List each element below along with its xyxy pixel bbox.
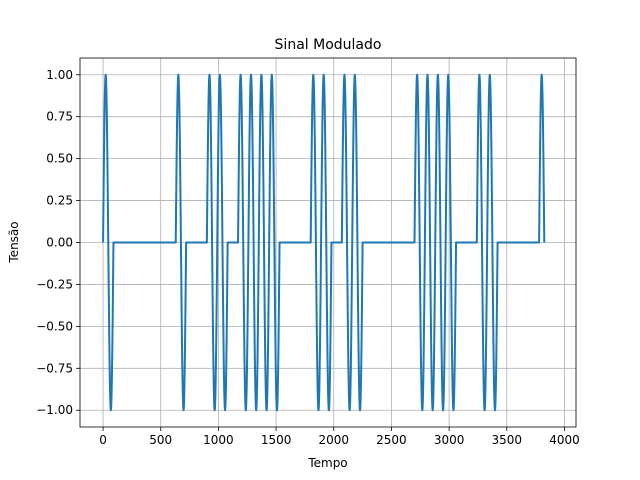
y-tick-label: −0.50	[36, 319, 73, 333]
axes: 0 500 1000 1500 2000 2500 3000 3500 4000 −1.00 −0.…	[36, 57, 580, 447]
x-tick-label: 3000	[434, 433, 465, 447]
x-tick-label: 1500	[261, 433, 292, 447]
x-tick-label: 4000	[549, 433, 580, 447]
x-tick-label: 1000	[203, 433, 234, 447]
x-tick-label: 3500	[492, 433, 523, 447]
y-tick-label: 0.50	[46, 152, 73, 166]
x-axis-label: Tempo	[307, 456, 347, 470]
y-axis-label: Tensão	[7, 221, 21, 263]
y-tick-label: 0.25	[46, 194, 73, 208]
y-tick-label: 0.75	[46, 110, 73, 124]
y-tick-label: −1.00	[36, 403, 73, 417]
series-layer	[102, 73, 546, 412]
y-tick-label: 0.00	[46, 236, 73, 250]
y-tick-label: −0.75	[36, 361, 73, 375]
x-tick-label: 2500	[376, 433, 407, 447]
x-tick-label: 0	[99, 433, 107, 447]
y-tick-label: 1.00	[46, 68, 73, 82]
signal-line	[102, 73, 546, 412]
x-tick-label: 2000	[318, 433, 349, 447]
y-tick-label: −0.25	[36, 277, 73, 291]
x-tick-label: 500	[149, 433, 172, 447]
plot-frame	[79, 57, 577, 428]
chart-title: Sinal Modulado	[275, 37, 382, 53]
